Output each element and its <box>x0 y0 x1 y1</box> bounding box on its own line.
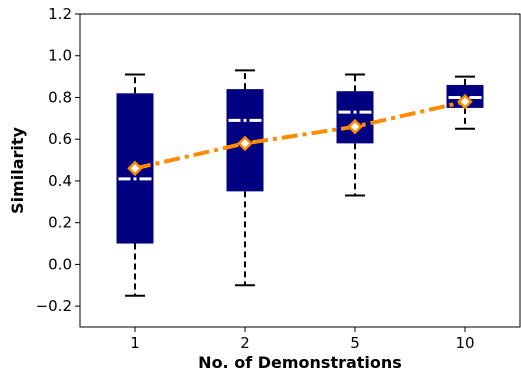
y-tick-label: 0.8 <box>48 88 72 106</box>
y-tick-label: −0.2 <box>36 297 72 315</box>
y-tick-label: 0.2 <box>48 214 72 232</box>
y-tick-label: 0.4 <box>48 172 72 190</box>
mean-marker <box>127 160 143 177</box>
mean-marker <box>457 93 473 110</box>
mean-marker <box>237 135 253 152</box>
y-tick-label: 0.0 <box>48 255 72 273</box>
mean-trend-line <box>134 99 466 171</box>
x-tick-label: 5 <box>350 334 360 352</box>
y-tick-label: 1.0 <box>48 47 72 65</box>
x-tick-label: 2 <box>240 334 250 352</box>
x-tick-label: 10 <box>455 334 474 352</box>
y-tick-label: 0.6 <box>48 130 72 148</box>
x-axis-title: No. of Demonstrations <box>198 353 402 370</box>
plot-frame <box>79 13 521 328</box>
x-tick-label: 1 <box>130 334 140 352</box>
mean-marker <box>347 118 363 135</box>
box-5 <box>336 91 374 144</box>
y-axis-title: Similarity <box>8 126 27 213</box>
y-tick-label: 1.2 <box>48 5 72 23</box>
